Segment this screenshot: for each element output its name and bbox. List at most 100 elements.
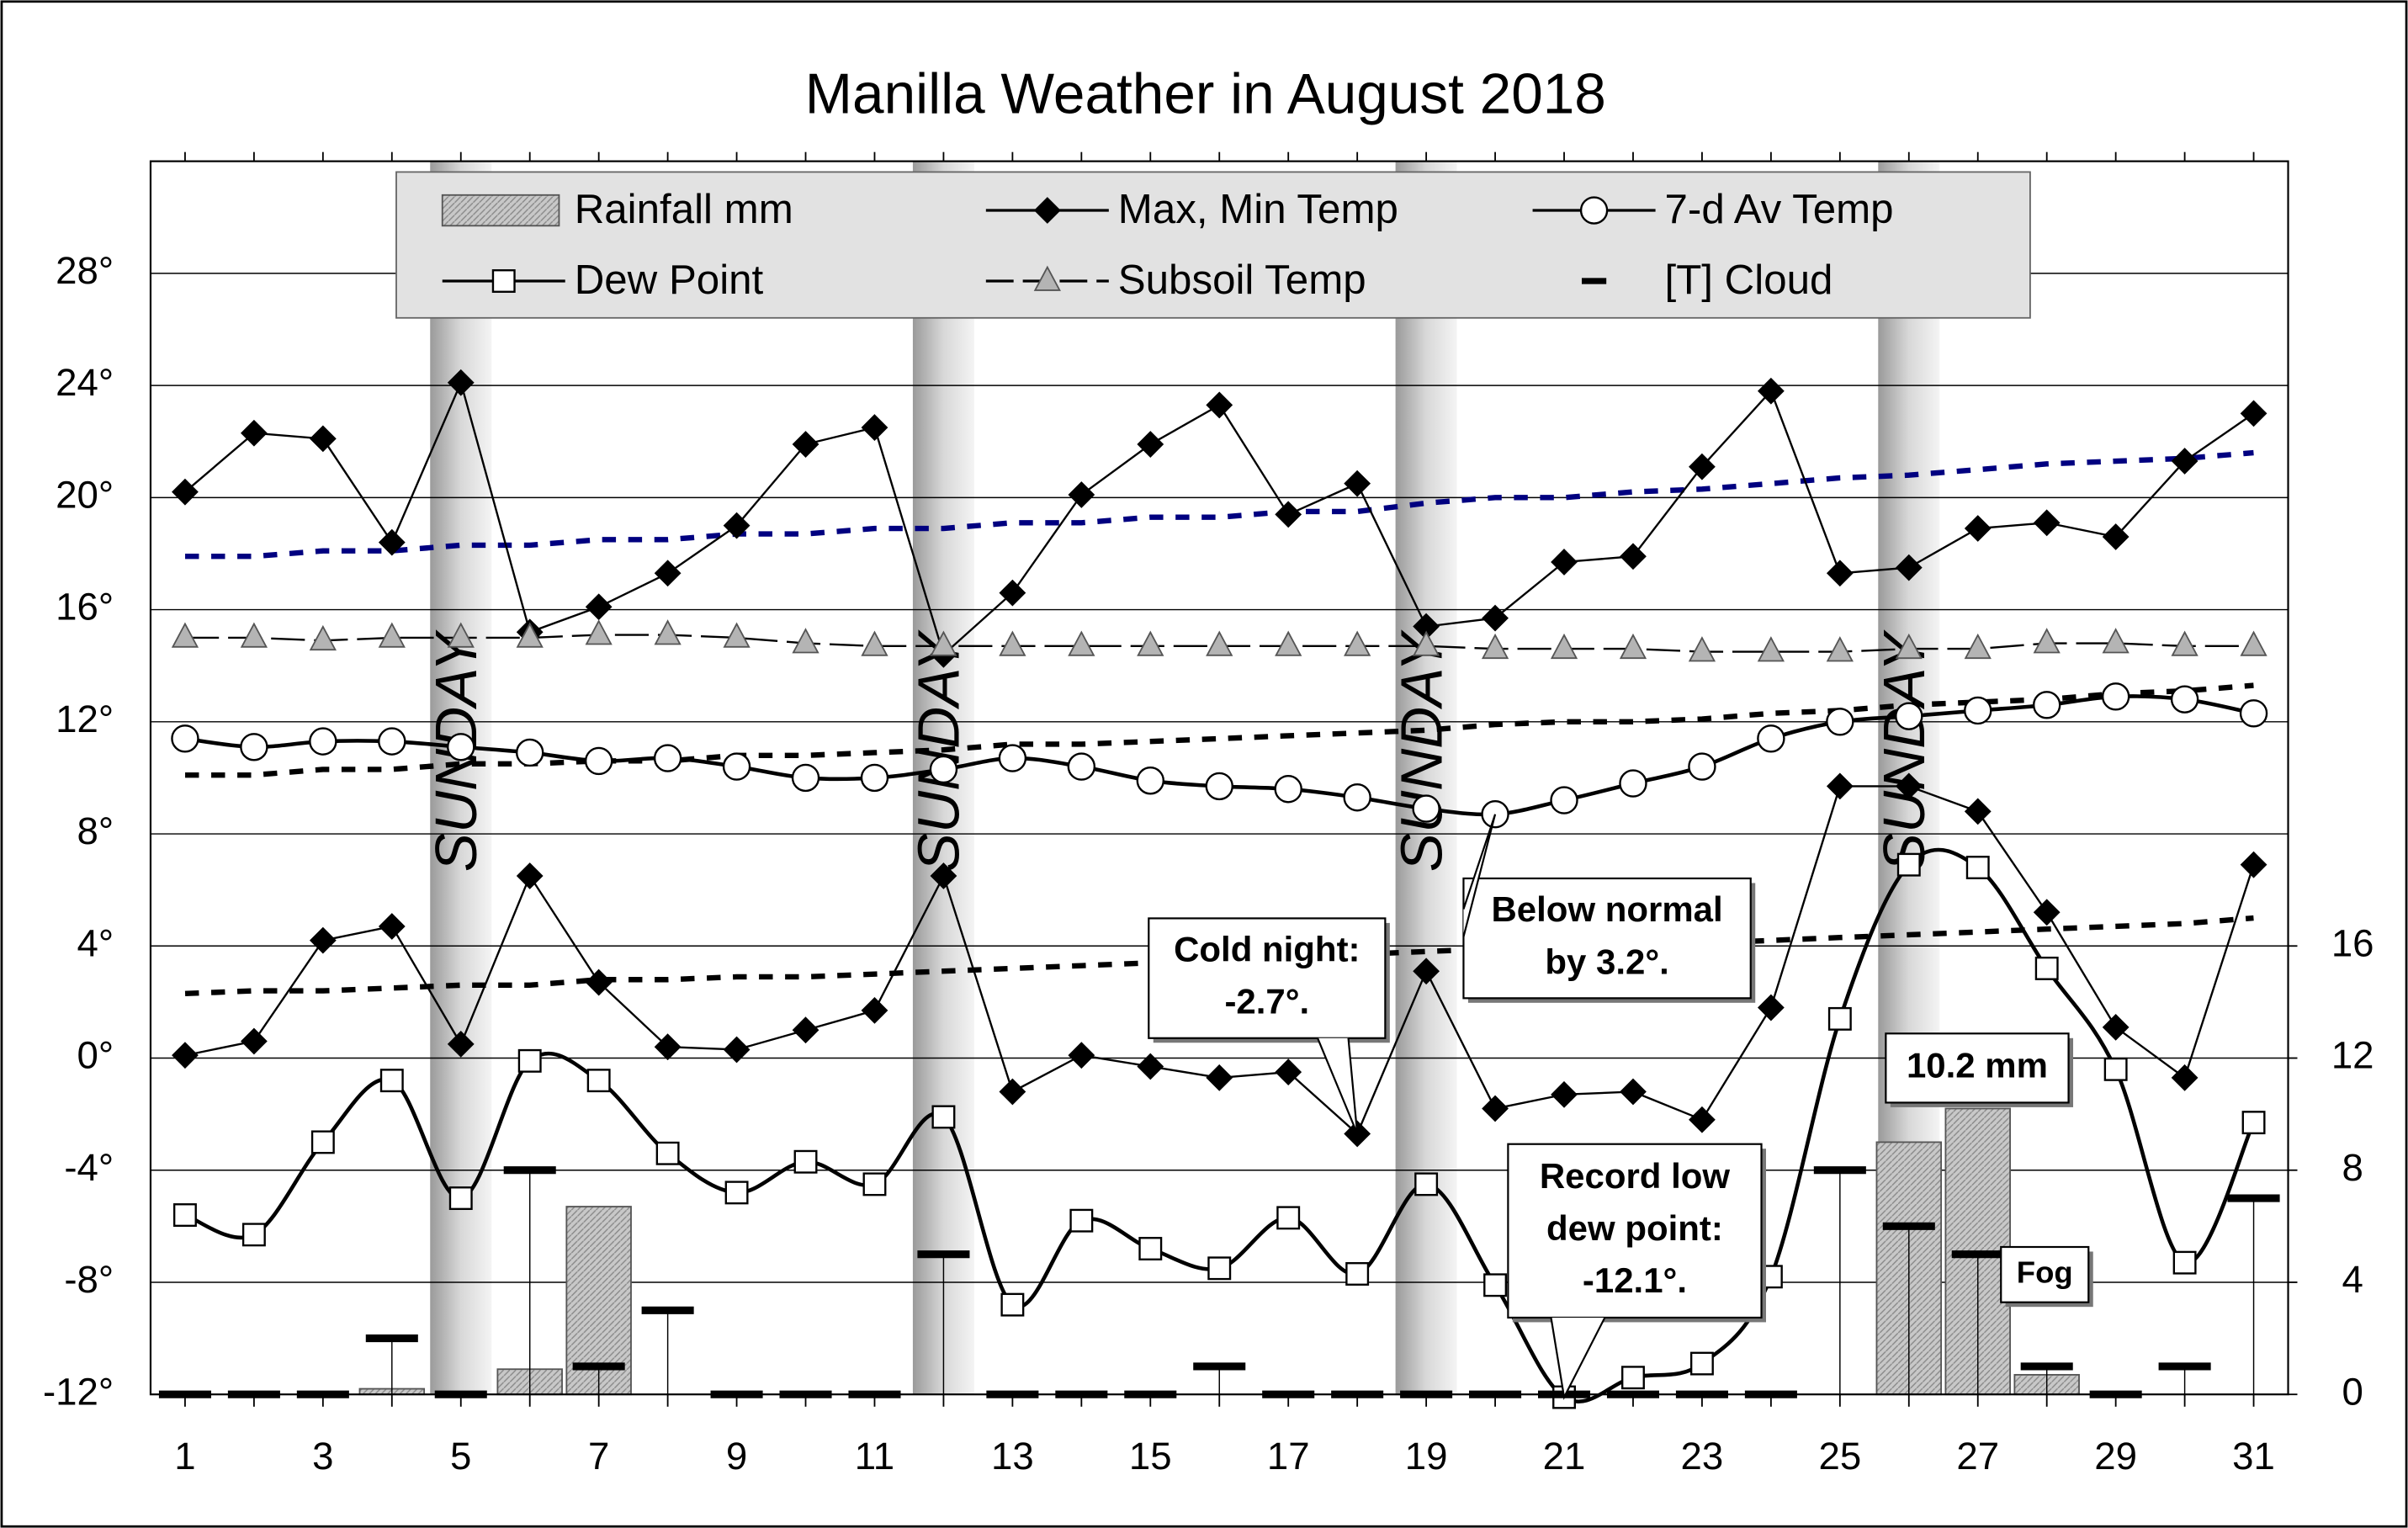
marker-diamond — [378, 913, 406, 940]
marker-circle — [1412, 794, 1440, 823]
marker-diamond — [2102, 523, 2130, 550]
marker-diamond — [585, 968, 613, 996]
marker-diamond — [723, 512, 751, 539]
legend-label[interactable]: Max, Min Temp — [1118, 186, 1398, 232]
marker-diamond — [999, 1078, 1026, 1106]
marker-square — [1689, 1351, 1714, 1376]
plot-border — [149, 160, 2289, 1396]
marker-diamond — [172, 1042, 199, 1069]
marker-diamond — [172, 478, 199, 506]
marker-diamond — [1620, 543, 1647, 570]
marker-diamond — [654, 1033, 682, 1061]
marker-circle — [2032, 691, 2061, 719]
marker-square — [241, 1223, 266, 1247]
marker-square — [1207, 1256, 1232, 1281]
marker-square — [1414, 1172, 1439, 1196]
y2-tick-label: 12 — [2331, 1034, 2374, 1077]
marker-triangle — [654, 619, 682, 645]
marker-circle — [791, 763, 820, 793]
marker-diamond — [516, 862, 544, 889]
marker-square — [1965, 856, 1990, 879]
x-tick-label: 13 — [991, 1435, 1034, 1478]
marker-diamond — [861, 996, 888, 1024]
marker-triangle — [861, 630, 888, 656]
marker-triangle — [792, 628, 819, 654]
y2-tick-label: 16 — [2331, 921, 2374, 964]
marker-circle — [1067, 752, 1096, 781]
annotation-pointer — [1550, 1317, 1606, 1401]
marker-triangle — [1068, 630, 1095, 656]
marker-square — [586, 1069, 611, 1093]
x-tick-label: 17 — [1267, 1435, 1310, 1478]
marker-triangle — [1412, 630, 1440, 656]
marker-diamond — [1275, 501, 1302, 528]
marker-diamond — [1757, 377, 1785, 405]
annotation-box — [1462, 877, 1752, 1000]
y-tick-label: -8° — [64, 1258, 114, 1301]
marker-diamond — [2240, 851, 2267, 878]
x-tick-label: 7 — [588, 1435, 609, 1478]
legend-label[interactable]: Dew Point — [575, 257, 764, 303]
marker-triangle — [1895, 633, 1923, 660]
legend-label[interactable]: [T] Cloud — [1665, 257, 1833, 303]
marker-triangle — [1137, 630, 1164, 656]
marker-triangle — [2240, 630, 2267, 656]
annotation-text: -2.7°. — [1224, 982, 1309, 1021]
marker-circle — [2239, 699, 2268, 728]
legend-label[interactable]: Rainfall mm — [575, 186, 793, 232]
marker-square — [1000, 1292, 1025, 1317]
marker-diamond — [1551, 549, 1578, 576]
marker-triangle — [1688, 636, 1716, 662]
x-tick-label: 9 — [726, 1435, 747, 1478]
legend-label[interactable]: Subsoil Temp — [1118, 257, 1366, 303]
marker-diamond — [447, 369, 475, 396]
marker-diamond — [309, 926, 337, 954]
marker-square — [448, 1186, 473, 1211]
annotation-text: Fog — [2017, 1255, 2073, 1289]
marker-square — [172, 1203, 197, 1228]
marker-diamond — [1206, 1064, 1233, 1091]
marker-triangle — [1206, 630, 1233, 656]
marker-circle — [2101, 682, 2130, 711]
y2-tick-label: 0 — [2342, 1370, 2363, 1413]
annotation-text: Below normal — [1492, 889, 1723, 929]
marker-circle — [998, 744, 1027, 772]
annotation-box — [1148, 917, 1387, 1039]
marker-circle — [171, 724, 199, 753]
x-tick-label: 15 — [1129, 1435, 1172, 1478]
marker-square — [1345, 1262, 1370, 1286]
marker-circle — [240, 733, 268, 761]
annotation-text: by 3.2°. — [1545, 942, 1668, 981]
x-tick-label: 3 — [312, 1435, 333, 1478]
sunday-label: SUNDAY — [1871, 629, 1937, 873]
marker-square — [517, 1048, 542, 1073]
marker-triangle — [1344, 630, 1371, 656]
marker-diamond — [792, 431, 819, 458]
marker-triangle — [2033, 628, 2061, 654]
y-tick-label: 16° — [56, 586, 114, 629]
marker-circle — [1757, 724, 1785, 753]
marker-diamond — [1689, 453, 1716, 480]
marker-diamond — [723, 1036, 751, 1064]
marker-diamond — [654, 560, 682, 587]
marker-square — [793, 1149, 818, 1174]
marker-diamond — [1826, 560, 1854, 587]
marker-triangle — [1826, 636, 1854, 662]
x-tick-label: 1 — [174, 1435, 195, 1478]
marker-diamond — [1033, 197, 1061, 224]
marker-diamond — [930, 862, 957, 889]
y2-tick-label: 4 — [2342, 1258, 2363, 1301]
y-tick-label: 0° — [77, 1034, 114, 1077]
legend-label[interactable]: 7-d Av Temp — [1665, 186, 1894, 232]
x-tick-label: 11 — [855, 1435, 894, 1478]
annotation-text: 10.2 mm — [1907, 1045, 2048, 1085]
marker-diamond — [1413, 958, 1440, 985]
marker-square — [724, 1180, 749, 1205]
marker-diamond — [2102, 1013, 2130, 1041]
marker-diamond — [447, 1030, 475, 1058]
marker-circle — [929, 755, 958, 784]
y2-tick-label: 8 — [2342, 1146, 2363, 1189]
y-tick-label: 8° — [77, 809, 114, 852]
marker-triangle — [1550, 633, 1578, 660]
